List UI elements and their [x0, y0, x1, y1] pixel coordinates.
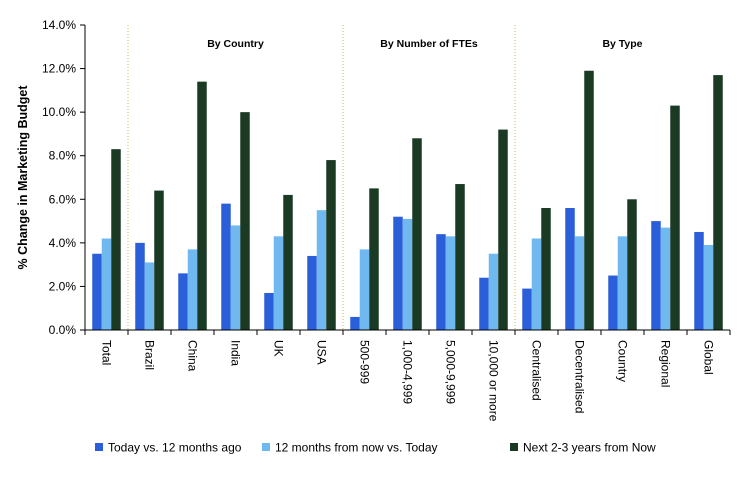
- bar: [670, 105, 680, 330]
- bar: [627, 199, 637, 330]
- group-label: By Type: [602, 38, 642, 50]
- bar: [402, 218, 413, 330]
- bar: [178, 273, 188, 330]
- x-tick-label: 10,000 or more: [487, 340, 501, 422]
- bar: [111, 149, 121, 330]
- y-tick-label: 2.0%: [49, 279, 77, 293]
- legend-label: Next 2-3 years from Now: [523, 441, 656, 455]
- bar: [135, 242, 145, 330]
- bar: [197, 81, 207, 331]
- x-tick-label: USA: [315, 340, 329, 365]
- bar: [92, 253, 102, 330]
- bar: [608, 275, 618, 330]
- bar: [307, 255, 317, 330]
- x-tick-label: 5,000-9,999: [444, 340, 458, 404]
- bar: [713, 75, 723, 330]
- bar: [412, 138, 422, 330]
- bar: [479, 277, 489, 330]
- y-tick-label: 6.0%: [49, 192, 77, 206]
- y-axis-title: % Change in Marketing Budget: [16, 85, 30, 270]
- legend-swatch: [262, 443, 270, 451]
- bar: [498, 129, 508, 330]
- x-tick-label: Regional: [659, 340, 673, 387]
- legend-label: 12 months from now vs. Today: [275, 441, 438, 455]
- x-tick-label: UK: [272, 340, 286, 357]
- bar: [651, 221, 661, 330]
- bar: [230, 225, 241, 330]
- bar: [221, 203, 231, 330]
- x-tick-label: 1,000-4,999: [401, 340, 415, 404]
- bar: [703, 245, 714, 330]
- x-tick-label: Centralised: [530, 340, 544, 401]
- bar: [369, 188, 379, 330]
- x-tick-label: 500-999: [358, 340, 372, 384]
- y-tick-label: 14.0%: [42, 18, 76, 32]
- bar: [445, 236, 456, 330]
- y-tick-label: 10.0%: [42, 105, 76, 119]
- bar: [101, 238, 112, 330]
- bar: [273, 236, 284, 330]
- bar: [694, 231, 704, 330]
- bar: [617, 236, 628, 330]
- y-tick-label: 8.0%: [49, 149, 77, 163]
- bar: [436, 234, 446, 330]
- bar: [144, 262, 155, 330]
- x-tick-label: Global: [702, 340, 716, 375]
- group-label: By Number of FTEs: [380, 38, 478, 50]
- bar: [488, 253, 499, 330]
- bar: [522, 288, 532, 330]
- y-tick-label: 4.0%: [49, 236, 77, 250]
- bar: [187, 249, 198, 330]
- bar: [350, 316, 360, 330]
- legend-swatch: [510, 443, 518, 451]
- x-tick-label: China: [186, 340, 200, 372]
- legend-swatch: [95, 443, 103, 451]
- bar: [359, 249, 370, 330]
- bar: [660, 227, 671, 330]
- bar: [531, 238, 542, 330]
- bar: [455, 184, 465, 330]
- bar: [541, 208, 551, 330]
- bar: [393, 216, 403, 330]
- x-tick-label: Country: [616, 340, 630, 382]
- bar: [565, 208, 575, 330]
- legend-label: Today vs. 12 months ago: [108, 441, 242, 455]
- y-tick-label: 0.0%: [49, 323, 77, 337]
- x-tick-label: Decentralised: [573, 340, 587, 413]
- x-tick-label: Brazil: [143, 340, 157, 370]
- bar: [154, 190, 164, 330]
- bar: [283, 194, 293, 330]
- bar: [326, 160, 336, 330]
- group-label: By Country: [207, 38, 264, 50]
- bar: [264, 292, 274, 330]
- bar: [240, 112, 250, 331]
- bar: [316, 210, 327, 330]
- x-tick-label: India: [229, 340, 243, 366]
- bar: [574, 236, 585, 330]
- y-tick-label: 12.0%: [42, 62, 76, 76]
- bar: [584, 70, 594, 330]
- x-tick-label: Total: [100, 340, 114, 365]
